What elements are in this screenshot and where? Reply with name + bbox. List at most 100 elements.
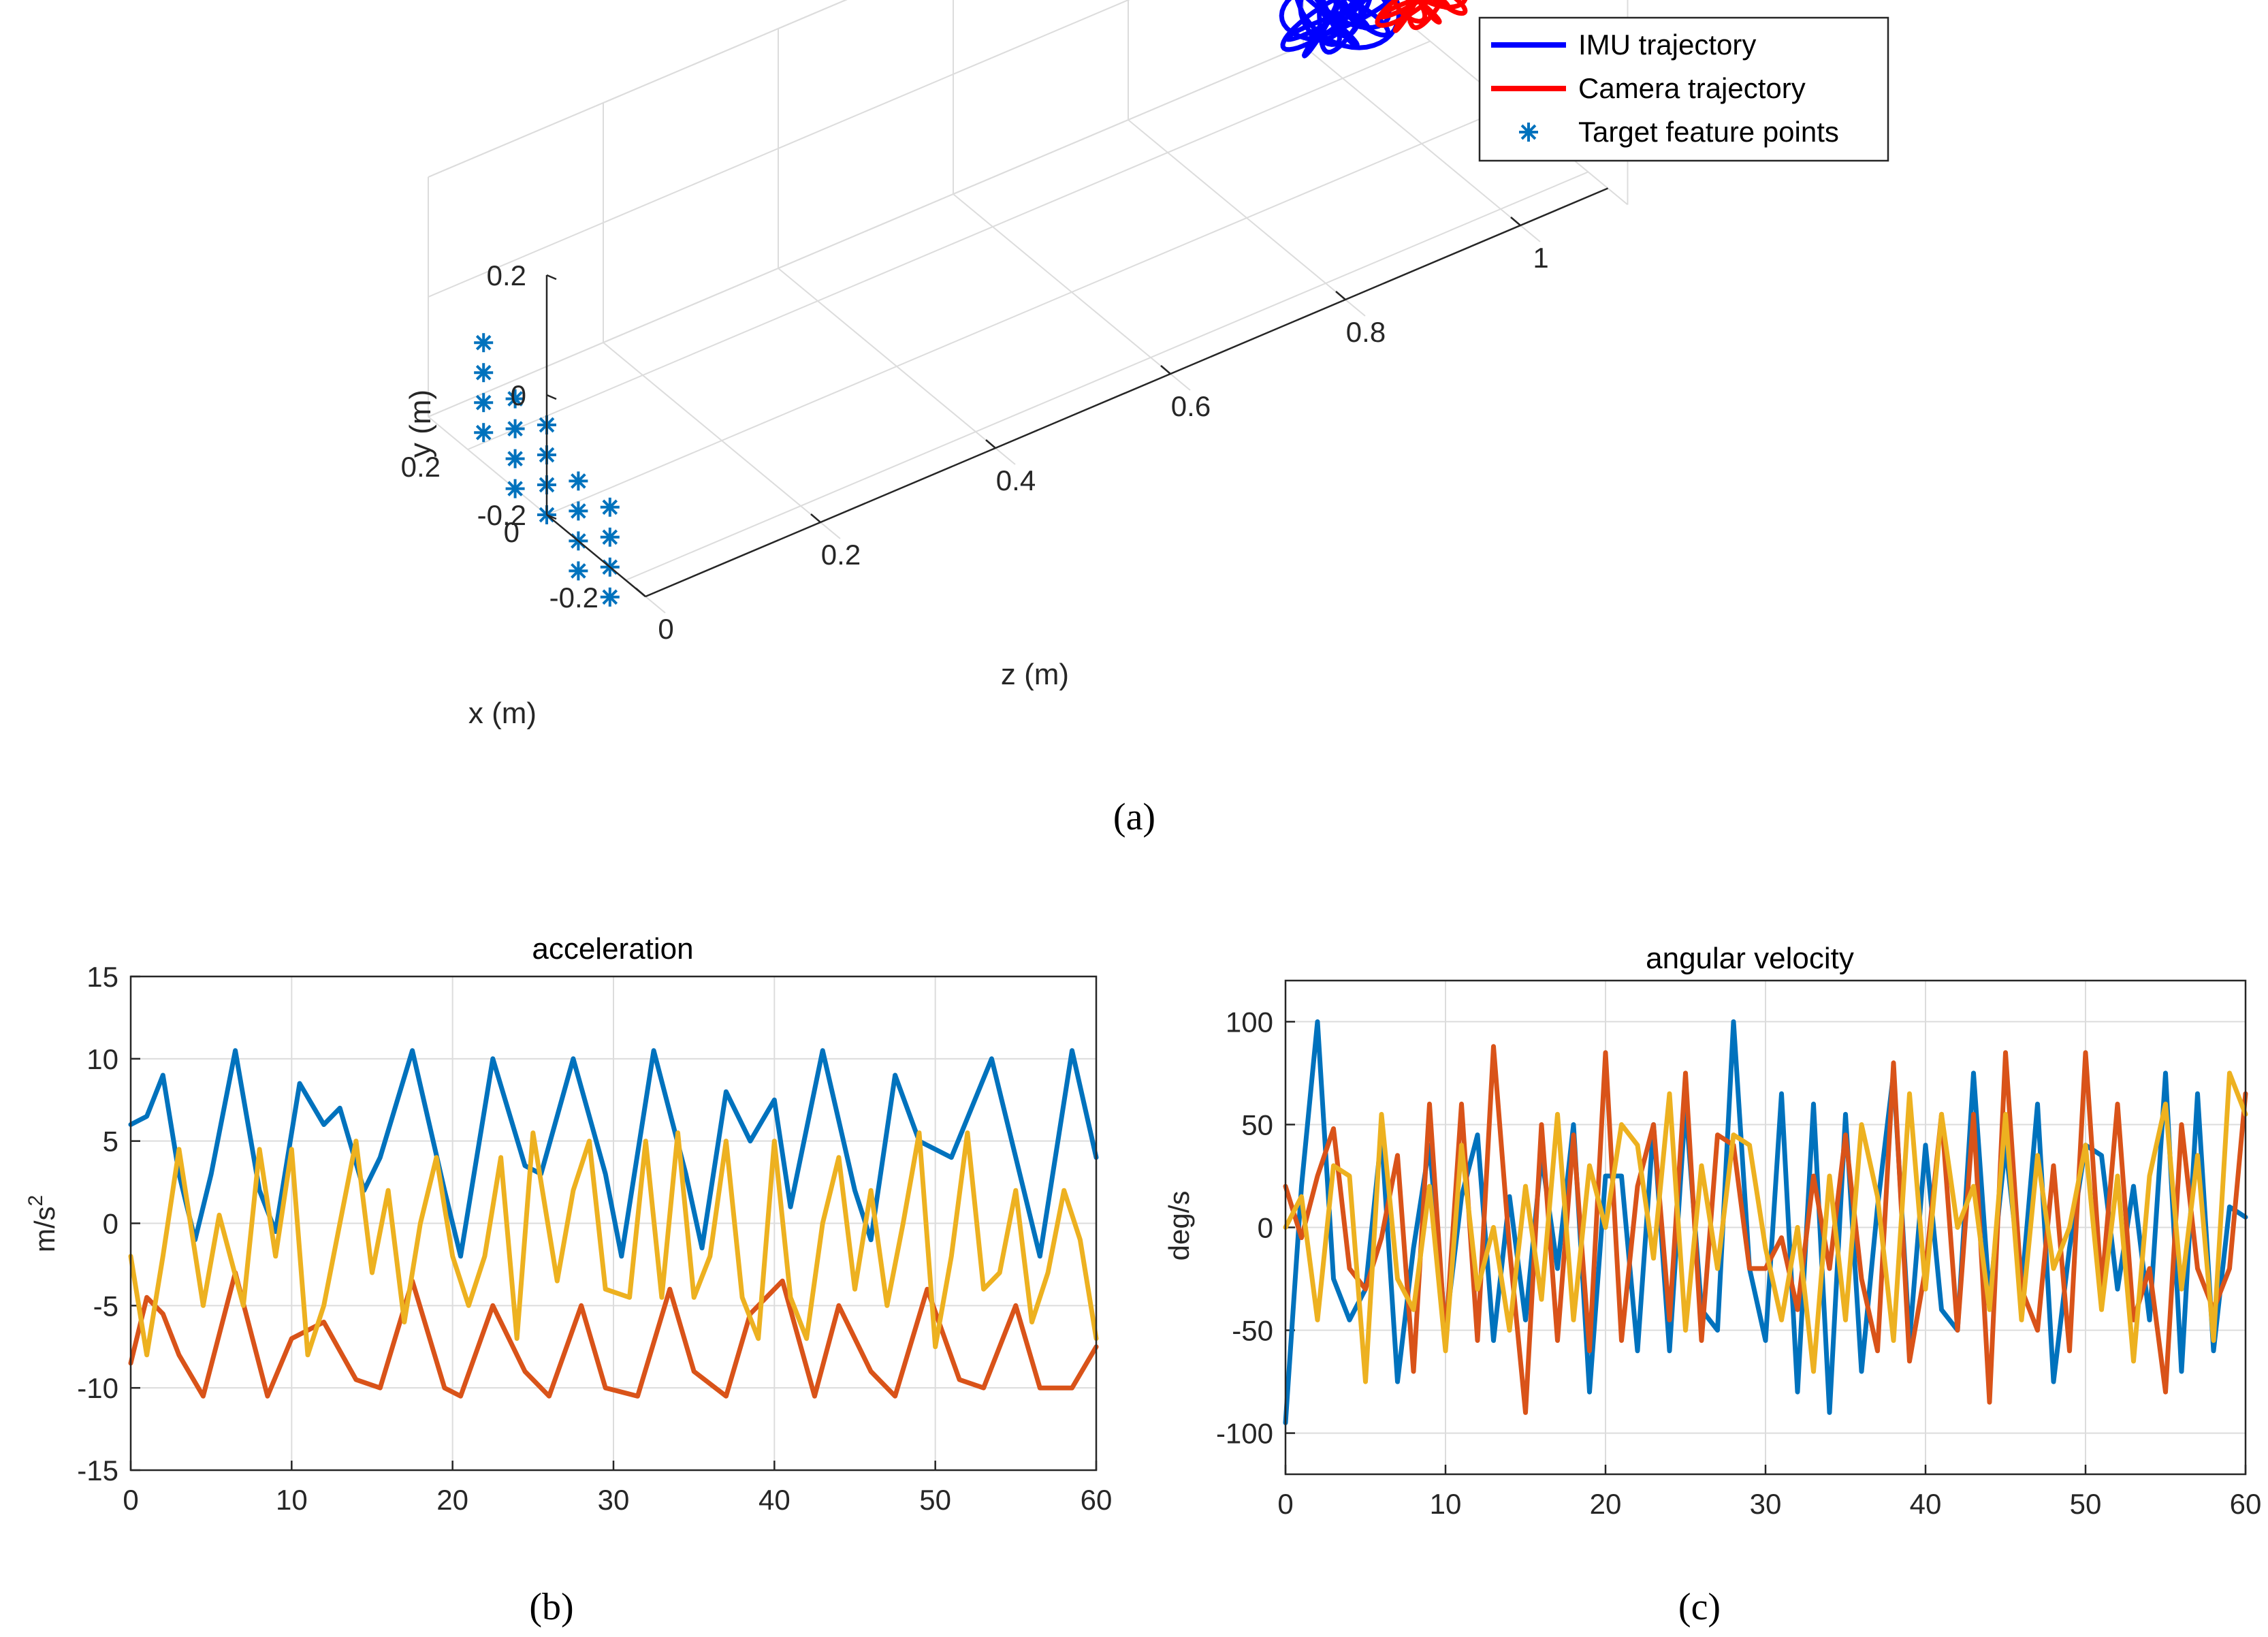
z-tick-label: 0.6 [1171, 390, 1211, 422]
legend-target-marker [1519, 123, 1538, 142]
plot-title: angular velocity [1646, 942, 1854, 975]
x-tick-label: 30 [598, 1484, 630, 1516]
series-lines [128, 1048, 1099, 1399]
series-lines [1283, 1019, 2248, 1425]
target-point [474, 393, 494, 413]
legend-camera-label: Camera trajectory [1578, 72, 1806, 104]
legend-imu-label: IMU trajectory [1578, 29, 1756, 61]
legend-target-label: Target feature points [1578, 116, 1839, 148]
y-tick-label: -0.2 [477, 499, 526, 531]
grid-line-y [428, 0, 848, 178]
z-tick-label: 1 [1533, 242, 1548, 274]
x-tick-label: 20 [436, 1484, 468, 1516]
grid-line-y [428, 7, 1391, 417]
y-tick-mark [546, 394, 557, 400]
plot-acceleration: acceleration 0 10 20 30 40 50 60 -15 -10 -5 0 5 10 15… [25, 932, 1112, 1628]
y-axis-label-exponent: 2 [25, 1195, 47, 1207]
z-tick-label: 0.4 [996, 464, 1036, 496]
x-tick-label: 30 [1750, 1488, 1782, 1520]
y-tick-label: 15 [86, 961, 118, 993]
series-line-x [128, 1048, 1099, 1259]
target-point-stroke [475, 424, 492, 441]
x-tick-label: 50 [2070, 1488, 2102, 1520]
y-tick-label: 0 [1258, 1212, 1273, 1244]
grid-line-y [428, 0, 1130, 298]
target-point [600, 497, 620, 517]
y-tick-label: 5 [103, 1126, 118, 1158]
y-axis-label: deg/s [1163, 1191, 1195, 1261]
x-tick-label: -0.2 [549, 582, 598, 614]
plot-3d-trajectory: 0.20-0.20.20-0.200.20.40.60.81 y (m) x (… [401, 0, 1889, 838]
z-tick-label: 0 [658, 613, 673, 645]
target-point [474, 333, 494, 353]
x-tick-label: 60 [2230, 1488, 2262, 1520]
y-tick-label: -10 [77, 1372, 118, 1404]
target-point [600, 527, 620, 547]
target-point-stroke [475, 394, 492, 411]
y-tick-mark [546, 274, 557, 281]
y-axis-label: y (m) [404, 390, 437, 458]
y-tick-label: 0 [103, 1208, 118, 1240]
z-axis-label: z (m) [1001, 658, 1069, 691]
x-tick-label: 0.2 [401, 451, 441, 483]
y-tick-label: -100 [1216, 1418, 1273, 1450]
z-tick-mark [985, 439, 996, 449]
trajectory-imu [1279, 0, 1402, 59]
x-tick-label: 0 [1277, 1488, 1293, 1520]
grid-line-x-floor [625, 171, 1588, 581]
z-tick-mark [635, 588, 646, 597]
target-point-stroke [571, 563, 586, 579]
target-point [505, 449, 525, 468]
target-point [474, 423, 494, 443]
axes-box [129, 975, 1098, 1472]
axes-3d-back-panes [428, 0, 1629, 417]
x-tick-label: 20 [1590, 1488, 1622, 1520]
x-tick-label: 10 [1430, 1488, 1462, 1520]
x-tick-label: 60 [1081, 1484, 1113, 1516]
y-tick-label: 0 [511, 379, 526, 411]
target-point-stroke [507, 391, 523, 407]
y-tick-label: 0.2 [487, 259, 526, 291]
target-point-stroke [571, 473, 586, 489]
grid-line-x-floor [467, 40, 1431, 450]
series-line-z [128, 1130, 1099, 1358]
y-tick-label: -5 [93, 1290, 118, 1322]
target-point [569, 561, 588, 581]
target-point [505, 479, 525, 498]
panel-label-c: (c) [1678, 1586, 1721, 1628]
tick-labels: 0 10 20 30 40 50 60 -100 -50 0 50 100 [1216, 1006, 2261, 1520]
z-axis-line [645, 187, 1608, 598]
z-tick-mark [1510, 217, 1521, 226]
y-tick-label: 100 [1226, 1006, 1273, 1038]
series-line-z [1283, 1070, 2248, 1384]
axes-3d-tick-labels: 0.20-0.20.20-0.200.20.40.60.81 [401, 217, 1549, 645]
axes-box [1284, 979, 2247, 1476]
z-tick-label: 0.2 [821, 539, 861, 571]
target-point [474, 363, 494, 383]
trajectory-camera [1375, 0, 1468, 33]
target-point-stroke [507, 481, 523, 496]
target-point [569, 471, 588, 491]
z-tick-label: 0.8 [1346, 316, 1386, 348]
y-axis-label: m/s2 [25, 1195, 61, 1252]
panel-label-b: (b) [529, 1586, 573, 1628]
plot-angular-velocity: angular velocity 0 10 20 30 40 50 60 -100 -50 0 50… [1163, 942, 2261, 1628]
x-tick-label: 0 [504, 516, 520, 548]
target-point [569, 501, 588, 521]
target-point-stroke [571, 503, 586, 519]
target-point-stroke [507, 421, 523, 436]
y-tick-label: -50 [1232, 1315, 1273, 1347]
target-point-stroke [475, 334, 492, 351]
trajectory-series [1279, 0, 1468, 59]
target-point [600, 587, 620, 607]
x-axis-line [546, 514, 646, 597]
target-point-stroke [602, 499, 618, 515]
z-tick-mark [1160, 365, 1171, 375]
z-tick-mark [810, 513, 821, 523]
panel-label-a: (a) [1113, 796, 1155, 838]
x-tick-label: 0 [123, 1484, 138, 1516]
target-point-stroke [475, 364, 492, 381]
axes-3d-front-edges [545, 187, 1608, 598]
y-tick-label: 10 [86, 1043, 118, 1075]
